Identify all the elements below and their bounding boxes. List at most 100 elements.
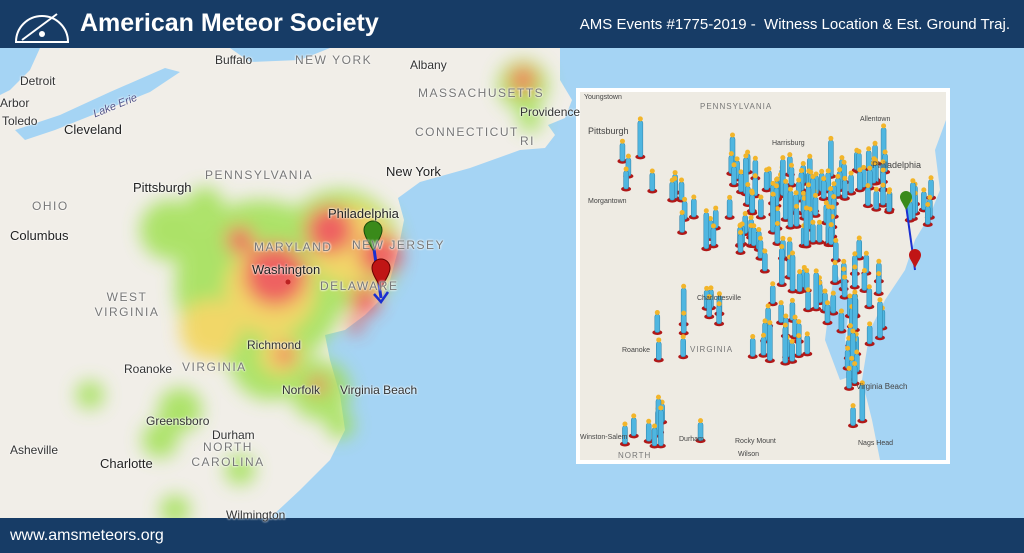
- city-label: Norfolk: [282, 383, 321, 397]
- witness-icon: [807, 219, 818, 245]
- city-label: Providence: [520, 105, 581, 119]
- capital-dot: [285, 279, 291, 285]
- inset-label: Philadelphia: [872, 160, 922, 170]
- footer: www.amsmeteors.org: [0, 518, 1024, 553]
- witness-icon: [695, 418, 706, 444]
- witness-icon: [854, 167, 865, 193]
- witness-icon: [729, 162, 740, 188]
- witness-icon: [803, 287, 814, 313]
- witness-icon: [628, 413, 639, 439]
- inset-label: Roanoke: [622, 347, 651, 354]
- witness-icon: [785, 186, 796, 230]
- city-label: Roanoke: [124, 362, 173, 376]
- witness-icon: [877, 182, 888, 208]
- witness-icon: [621, 166, 632, 192]
- witness-icon: [854, 235, 865, 261]
- witness-icon: [701, 208, 712, 252]
- city-label: New York: [386, 164, 441, 179]
- site-url[interactable]: www.amsmeteors.org: [10, 527, 164, 544]
- inset-label: Winston-Salem: [580, 434, 628, 441]
- witness-icon: [836, 308, 847, 334]
- logo: [14, 13, 70, 43]
- witness-icon: [647, 168, 658, 194]
- witness-icon: [764, 320, 775, 364]
- inset-ocean: [862, 92, 946, 460]
- inset-label: Charlottesville: [697, 295, 741, 302]
- witness-icon: [724, 194, 735, 220]
- state-label: PENNSYLVANIA: [205, 168, 314, 182]
- witness-icon: [873, 271, 884, 297]
- witness-icon: [822, 300, 833, 326]
- state-label: RI: [520, 134, 535, 148]
- inset-label: NORTH: [618, 451, 652, 460]
- witness-icon: [848, 403, 859, 429]
- witness-icon: [871, 186, 882, 212]
- witness-icon: [801, 205, 812, 249]
- inset-label: Rocky Mount: [735, 438, 776, 445]
- lake: [0, 48, 40, 95]
- city-label: Greensboro: [146, 414, 210, 428]
- city-label: Washington: [252, 262, 321, 277]
- event-title: AMS Events #1775-2019 - Witness Location…: [579, 16, 1010, 33]
- witness-icon: [839, 175, 850, 201]
- witness-icon: [839, 274, 850, 300]
- inset-end-marker: [909, 249, 921, 268]
- city-label: Cleveland: [64, 122, 122, 137]
- witness-icon: [678, 334, 689, 360]
- inset-label: Durham: [679, 436, 704, 443]
- lake-ontario: [230, 48, 330, 62]
- witness-icon: [857, 380, 868, 424]
- inset-label: Nags Head: [858, 440, 894, 447]
- inset-label: Harrisburg: [772, 140, 805, 147]
- witness-icon: [772, 221, 783, 247]
- heatmap: [76, 60, 548, 525]
- witness-icon: [849, 264, 860, 290]
- witness-icon: [793, 333, 804, 359]
- state-label: DELAWARE: [320, 279, 399, 293]
- inset-label: Morgantown: [588, 198, 627, 205]
- state-label: NEW YORK: [295, 53, 373, 67]
- inset-label: Pittsburgh: [588, 126, 629, 136]
- witness-icon: [810, 192, 821, 218]
- city-label: Detroit: [20, 74, 56, 88]
- witness-icon: [761, 167, 772, 193]
- witness-icon: [759, 248, 770, 274]
- city-label: Albany: [410, 58, 447, 72]
- witness-icon: [926, 175, 937, 201]
- header: American Meteor Society AMS Events #1775…: [0, 0, 1024, 48]
- witness-icon: [688, 194, 699, 220]
- city-label: Durham: [212, 428, 255, 442]
- witness-icon: [704, 294, 715, 320]
- witness-icon: [747, 190, 758, 216]
- witness-icon: [714, 301, 725, 327]
- witness-icon: [864, 284, 875, 310]
- witness-icon: [794, 269, 805, 295]
- witness-icon: [635, 116, 646, 160]
- witness-icons: [617, 116, 937, 449]
- city-label: Asheville: [10, 443, 59, 457]
- witness-icon: [649, 423, 660, 449]
- witness-icon: [708, 223, 719, 249]
- start-marker: [363, 220, 383, 251]
- witness-icon: [884, 189, 895, 215]
- witness-icon: [617, 138, 628, 164]
- witness-icon: [811, 268, 822, 312]
- witness-icon: [818, 176, 829, 202]
- witness-icon: [643, 418, 654, 444]
- city-label: Toledo: [2, 114, 38, 128]
- state-label: WEST VIRGINIA: [94, 290, 160, 319]
- inset-label: Wilson: [738, 451, 760, 458]
- end-marker: [371, 258, 391, 289]
- state-label: MARYLAND: [254, 240, 333, 254]
- witness-icon: [846, 170, 857, 196]
- witness-icon: [747, 334, 758, 360]
- witness-icon: [678, 310, 689, 336]
- witness-icon: [802, 331, 813, 357]
- witness-icon: [653, 337, 664, 363]
- inset-start-marker: [900, 191, 912, 210]
- inset-label: Allentown: [860, 116, 891, 123]
- witness-icon: [758, 332, 769, 358]
- witness-icon: [786, 162, 797, 188]
- witness-icon: [767, 281, 778, 307]
